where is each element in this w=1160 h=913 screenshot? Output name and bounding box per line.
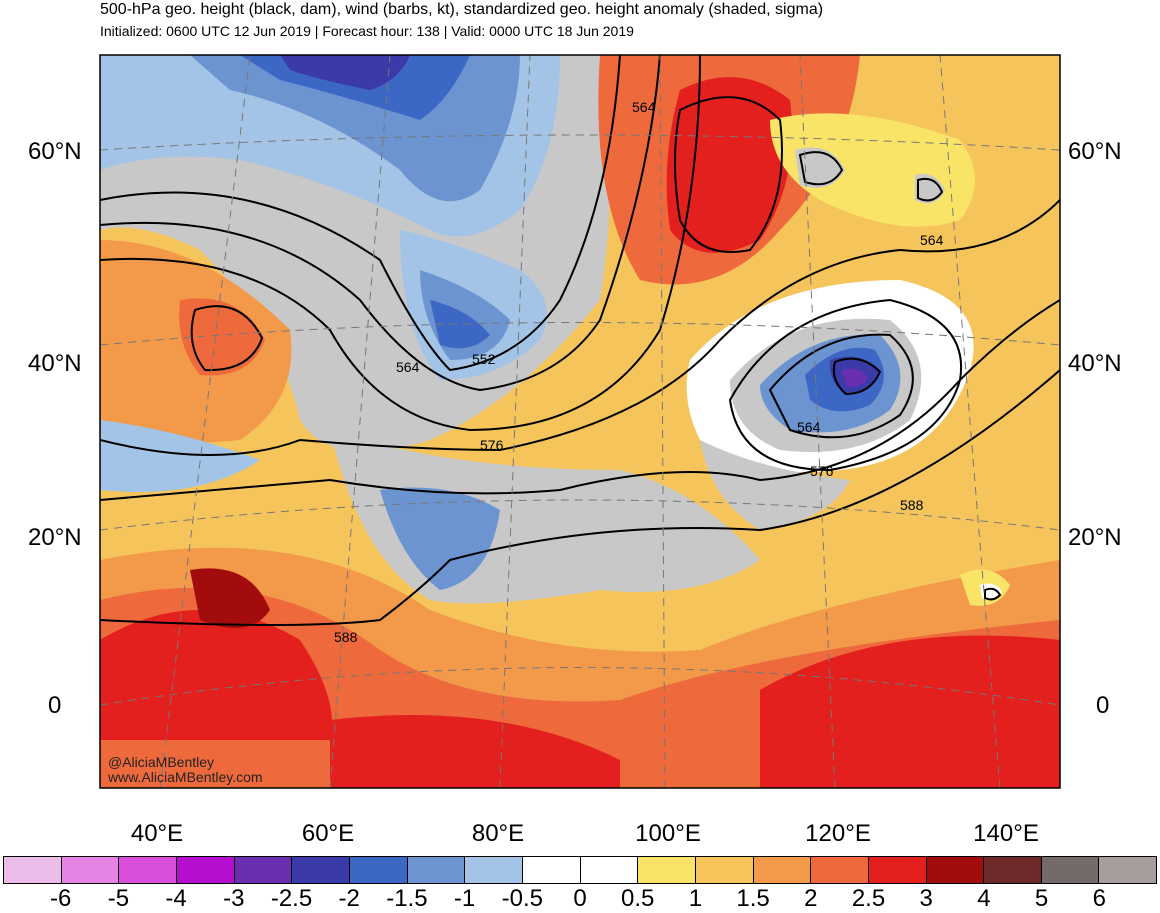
colorbar-box (407, 857, 466, 883)
colorbar-box (119, 857, 177, 883)
colorbar-box (695, 857, 754, 883)
colorbar-box (926, 857, 985, 883)
lat-label-60n-right: 60°N (1068, 138, 1122, 165)
colorbar-tick-label: 6 (1092, 885, 1106, 912)
colorbar-tick-label: 1 (688, 885, 703, 912)
colorbar-box (1099, 857, 1157, 883)
colorbar-tick-label: 3 (919, 885, 933, 912)
lat-label-20n-left: 20°N (28, 524, 82, 551)
colorbar-box (638, 857, 696, 883)
colorbar-tick-label: 5 (1034, 885, 1049, 912)
lat-label-60n-left: 60°N (28, 138, 82, 165)
credit-website: www.AliciaMBentley.com (108, 769, 263, 785)
colorbar-box (465, 857, 523, 883)
credit-handle: @AliciaMBentley (108, 754, 215, 770)
colorbar-box (522, 857, 581, 883)
colorbar-tick-label: -5 (107, 885, 130, 912)
colorbar-box (4, 857, 62, 883)
colorbar-box (753, 857, 812, 883)
colorbar-tick-label: 2.5 (851, 885, 886, 912)
lat-label-20n-right: 20°N (1068, 524, 1122, 551)
lat-label-eq-right: 0 (1096, 692, 1110, 719)
lat-label-eq-left: 0 (48, 692, 62, 719)
contour-lines (100, 55, 1060, 626)
lat-label-40n-right: 40°N (1068, 350, 1122, 377)
lon-label-40e: 40°E (130, 820, 184, 847)
chart-subtitle: Initialized: 0600 UTC 12 Jun 2019 | Fore… (100, 23, 634, 39)
colorbar-box (868, 857, 927, 883)
grid-lines (100, 55, 1060, 788)
colorbar-box (234, 857, 293, 883)
colorbar-box (61, 857, 120, 883)
colorbar-tick-label: -2.5 (270, 885, 313, 912)
colorbar-tick-label: -2 (338, 885, 360, 912)
colorbar-box (292, 857, 350, 883)
colorbar-tick-label: -3 (223, 885, 245, 912)
colorbar-tick-label: -4 (165, 885, 187, 912)
chart-title: 500-hPa geo. height (black, dam), wind (… (100, 1, 824, 18)
colorbar-tick-label: 0 (573, 885, 587, 912)
colorbar-box (176, 857, 235, 883)
colorbar-tick-label: 2 (804, 885, 818, 912)
lon-label-80e: 80°E (471, 820, 525, 847)
colorbar-tick-label: -1 (453, 885, 476, 912)
colorbar-box (984, 857, 1042, 883)
lon-label-100e: 100°E (635, 820, 701, 847)
colorbar-tick-label: -0.5 (501, 885, 543, 912)
colorbar-tick-label: 1.5 (736, 885, 770, 912)
colorbar (3, 856, 1157, 884)
colorbar-box (580, 857, 639, 883)
colorbar-tick-label: -6 (50, 885, 72, 912)
colorbar-box (349, 857, 408, 883)
lon-label-60e: 60°E (301, 820, 355, 847)
colorbar-box (811, 857, 869, 883)
lat-label-40n-left: 40°N (28, 350, 82, 377)
lon-label-140e: 140°E (973, 820, 1039, 847)
colorbar-tick-label: 4 (977, 885, 991, 912)
colorbar-tick-label: 0.5 (621, 885, 655, 912)
colorbar-box (1041, 857, 1100, 883)
anomaly-shading (100, 55, 1060, 788)
colorbar-tick-label: -1.5 (386, 885, 428, 912)
lon-label-120e: 120°E (805, 820, 871, 847)
